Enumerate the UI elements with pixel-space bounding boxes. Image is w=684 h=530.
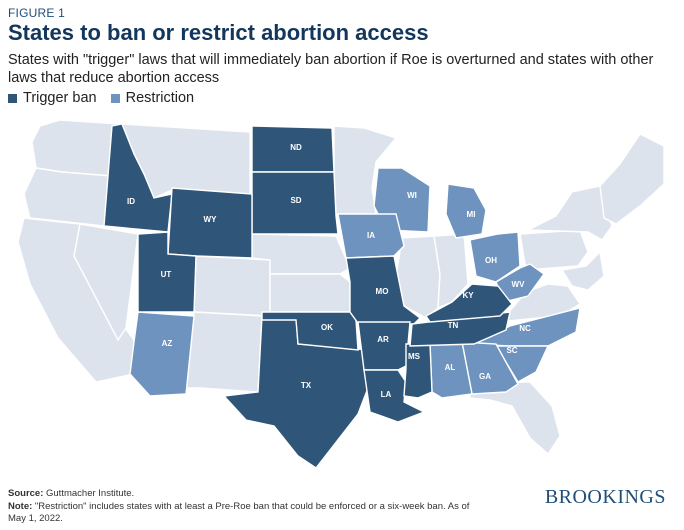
label-ga: GA [479,372,491,381]
state-ut [137,231,197,313]
state-ny [527,185,613,241]
note-text: "Restriction" includes states with at le… [8,500,470,525]
figure-label: FIGURE 1 [8,6,65,20]
state-ia [337,213,405,259]
other-states [17,119,665,456]
page-title: States to ban or restrict abortion acces… [8,20,429,45]
label-wv: WV [512,280,526,289]
brookings-logo: BROOKINGS [544,486,666,508]
label-tn: TN [448,321,459,330]
label-ok: OK [321,323,333,332]
subtitle: States with "trigger" laws that will imm… [8,52,654,86]
state-or [23,167,113,227]
trigger-states [103,123,513,469]
label-wy: WY [204,215,218,224]
label-ar: AR [377,335,389,344]
label-ky: KY [462,291,474,300]
state-mi [445,183,487,239]
label-ms: MS [408,352,421,361]
trigger-swatch [8,93,17,103]
state-md-de-nj [560,250,605,291]
label-az: AZ [162,339,173,348]
legend-label-trigger: Trigger ban [23,90,97,106]
label-mi: MI [467,210,476,219]
label-mo: MO [376,287,389,296]
label-ut: UT [161,270,172,279]
label-oh: OH [485,256,497,265]
state-ar [357,321,411,371]
legend-item-trigger: Trigger ban [8,90,97,106]
label-sd: SD [290,196,301,205]
label-tx: TX [301,381,312,390]
label-ia: IA [367,231,375,240]
label-sc: SC [506,346,517,355]
state-nv [73,223,139,342]
note-label: Note: [8,500,33,512]
label-wi: WI [407,191,417,200]
source-text: Guttmacher Institute. [43,488,135,499]
state-new-england [599,133,665,225]
label-nd: ND [290,143,302,152]
legend-label-restriction: Restriction [125,90,195,106]
source-label: Source: [8,488,44,499]
state-la [363,369,426,423]
state-labels: ND SD ID WY UT AZ TX OK MO AR LA MS TN K… [127,143,531,399]
label-al: AL [445,363,456,372]
state-fl [469,381,561,456]
legend-item-restriction: Restriction [110,90,195,106]
state-wa [31,119,121,177]
state-ks [269,273,351,313]
state-co [193,255,271,317]
restriction-swatch [110,93,120,103]
state-nm [185,311,263,393]
state-az [129,311,195,397]
label-id: ID [127,197,135,206]
us-map: ND SD ID WY UT AZ TX OK MO AR LA MS TN K… [0,106,684,486]
restriction-states [129,167,581,399]
source-note: Source: Guttmacher Institute. Note: "Res… [8,488,478,526]
legend: Trigger ban Restriction [8,90,208,106]
label-la: LA [381,390,392,399]
label-nc: NC [519,324,531,333]
state-oh [469,231,521,283]
state-ky [424,283,513,323]
state-id [103,123,173,233]
